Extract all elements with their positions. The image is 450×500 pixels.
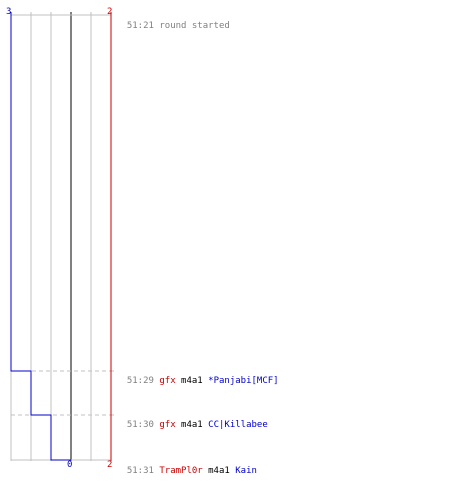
victim-name: *Panjabi[MCF] xyxy=(208,376,279,386)
killer-name: gfx xyxy=(159,420,176,430)
team-b-end-score: 2 xyxy=(107,460,113,470)
victim-name: Kain xyxy=(235,466,257,476)
event-row-kill: 51:30 gfx m4a1 CC|Killabee xyxy=(116,410,268,430)
event-time: 51:31 xyxy=(126,466,154,476)
team-b-start-score: 2 xyxy=(107,7,113,17)
event-message: round started xyxy=(159,21,230,31)
victim-name: CC|Killabee xyxy=(208,420,268,430)
event-row-kill: 51:29 gfx m4a1 *Panjabi[MCF] xyxy=(116,366,279,386)
event-time: 51:30 xyxy=(126,420,154,430)
weapon-name: m4a1 xyxy=(208,466,230,476)
team-a-start-score: 3 xyxy=(6,7,12,17)
weapon-name: m4a1 xyxy=(181,420,203,430)
killer-name: gfx xyxy=(159,376,176,386)
killer-name: TramPl0r xyxy=(159,466,203,476)
event-row-round-start: 51:21 round started xyxy=(116,11,230,31)
event-time: 51:29 xyxy=(126,376,154,386)
event-time: 51:21 xyxy=(126,21,154,31)
event-row-kill: 51:31 TramPl0r m4a1 Kain xyxy=(116,456,257,476)
weapon-name: m4a1 xyxy=(181,376,203,386)
team-a-end-score: 0 xyxy=(67,460,73,470)
team-a-step-line xyxy=(10,12,71,461)
